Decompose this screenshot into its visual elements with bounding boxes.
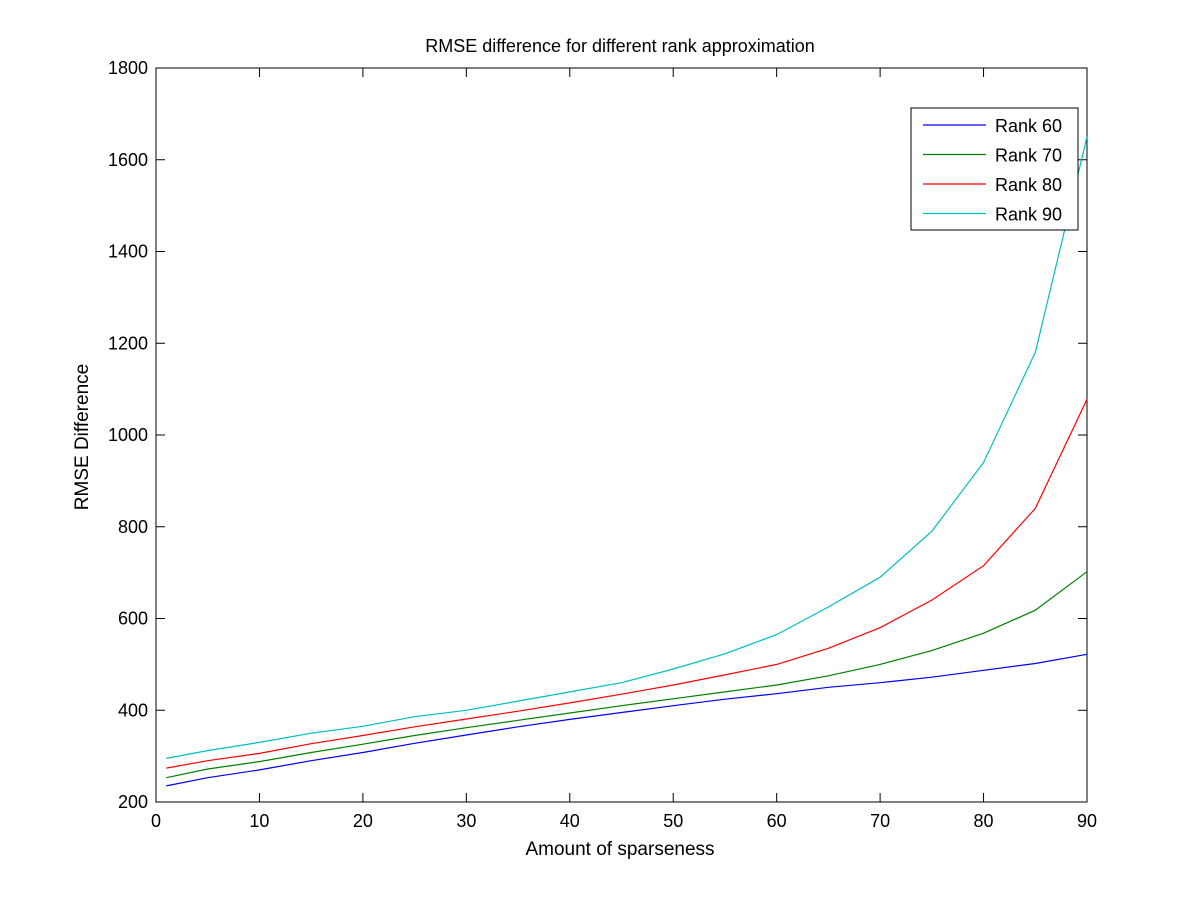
y-tick-label: 1000	[108, 425, 148, 445]
legend-label: Rank 80	[995, 175, 1062, 195]
y-tick-label: 400	[118, 700, 148, 720]
y-tick-label: 600	[118, 609, 148, 629]
x-tick-label: 80	[974, 811, 994, 831]
y-tick-label: 1800	[108, 58, 148, 78]
x-tick-label: 0	[151, 811, 161, 831]
y-tick-label: 1600	[108, 150, 148, 170]
x-tick-label: 20	[353, 811, 373, 831]
chart-title: RMSE difference for different rank appro…	[425, 36, 815, 56]
legend-label: Rank 90	[995, 205, 1062, 225]
y-tick-label: 200	[118, 792, 148, 812]
x-tick-label: 90	[1077, 811, 1097, 831]
series-line-rank-60	[166, 653, 1088, 787]
x-tick-label: 30	[456, 811, 476, 831]
legend-box	[910, 107, 1079, 231]
x-tick-label: 40	[560, 811, 580, 831]
y-axis-label: RMSE Difference	[72, 364, 93, 510]
x-axis-label: Amount of sparseness	[525, 839, 714, 860]
legend-label: Rank 60	[995, 116, 1062, 136]
y-tick-label: 800	[118, 517, 148, 537]
x-tick-label: 70	[870, 811, 890, 831]
x-tick-label: 10	[249, 811, 269, 831]
x-tick-label: 50	[663, 811, 683, 831]
y-tick-label: 1400	[108, 242, 148, 262]
series-line-rank-80	[166, 398, 1088, 769]
series-line-rank-90	[166, 136, 1088, 759]
series-line-rank-70	[166, 571, 1088, 779]
x-tick-label: 60	[767, 811, 787, 831]
legend-label: Rank 70	[995, 146, 1062, 166]
y-tick-label: 1200	[108, 333, 148, 353]
